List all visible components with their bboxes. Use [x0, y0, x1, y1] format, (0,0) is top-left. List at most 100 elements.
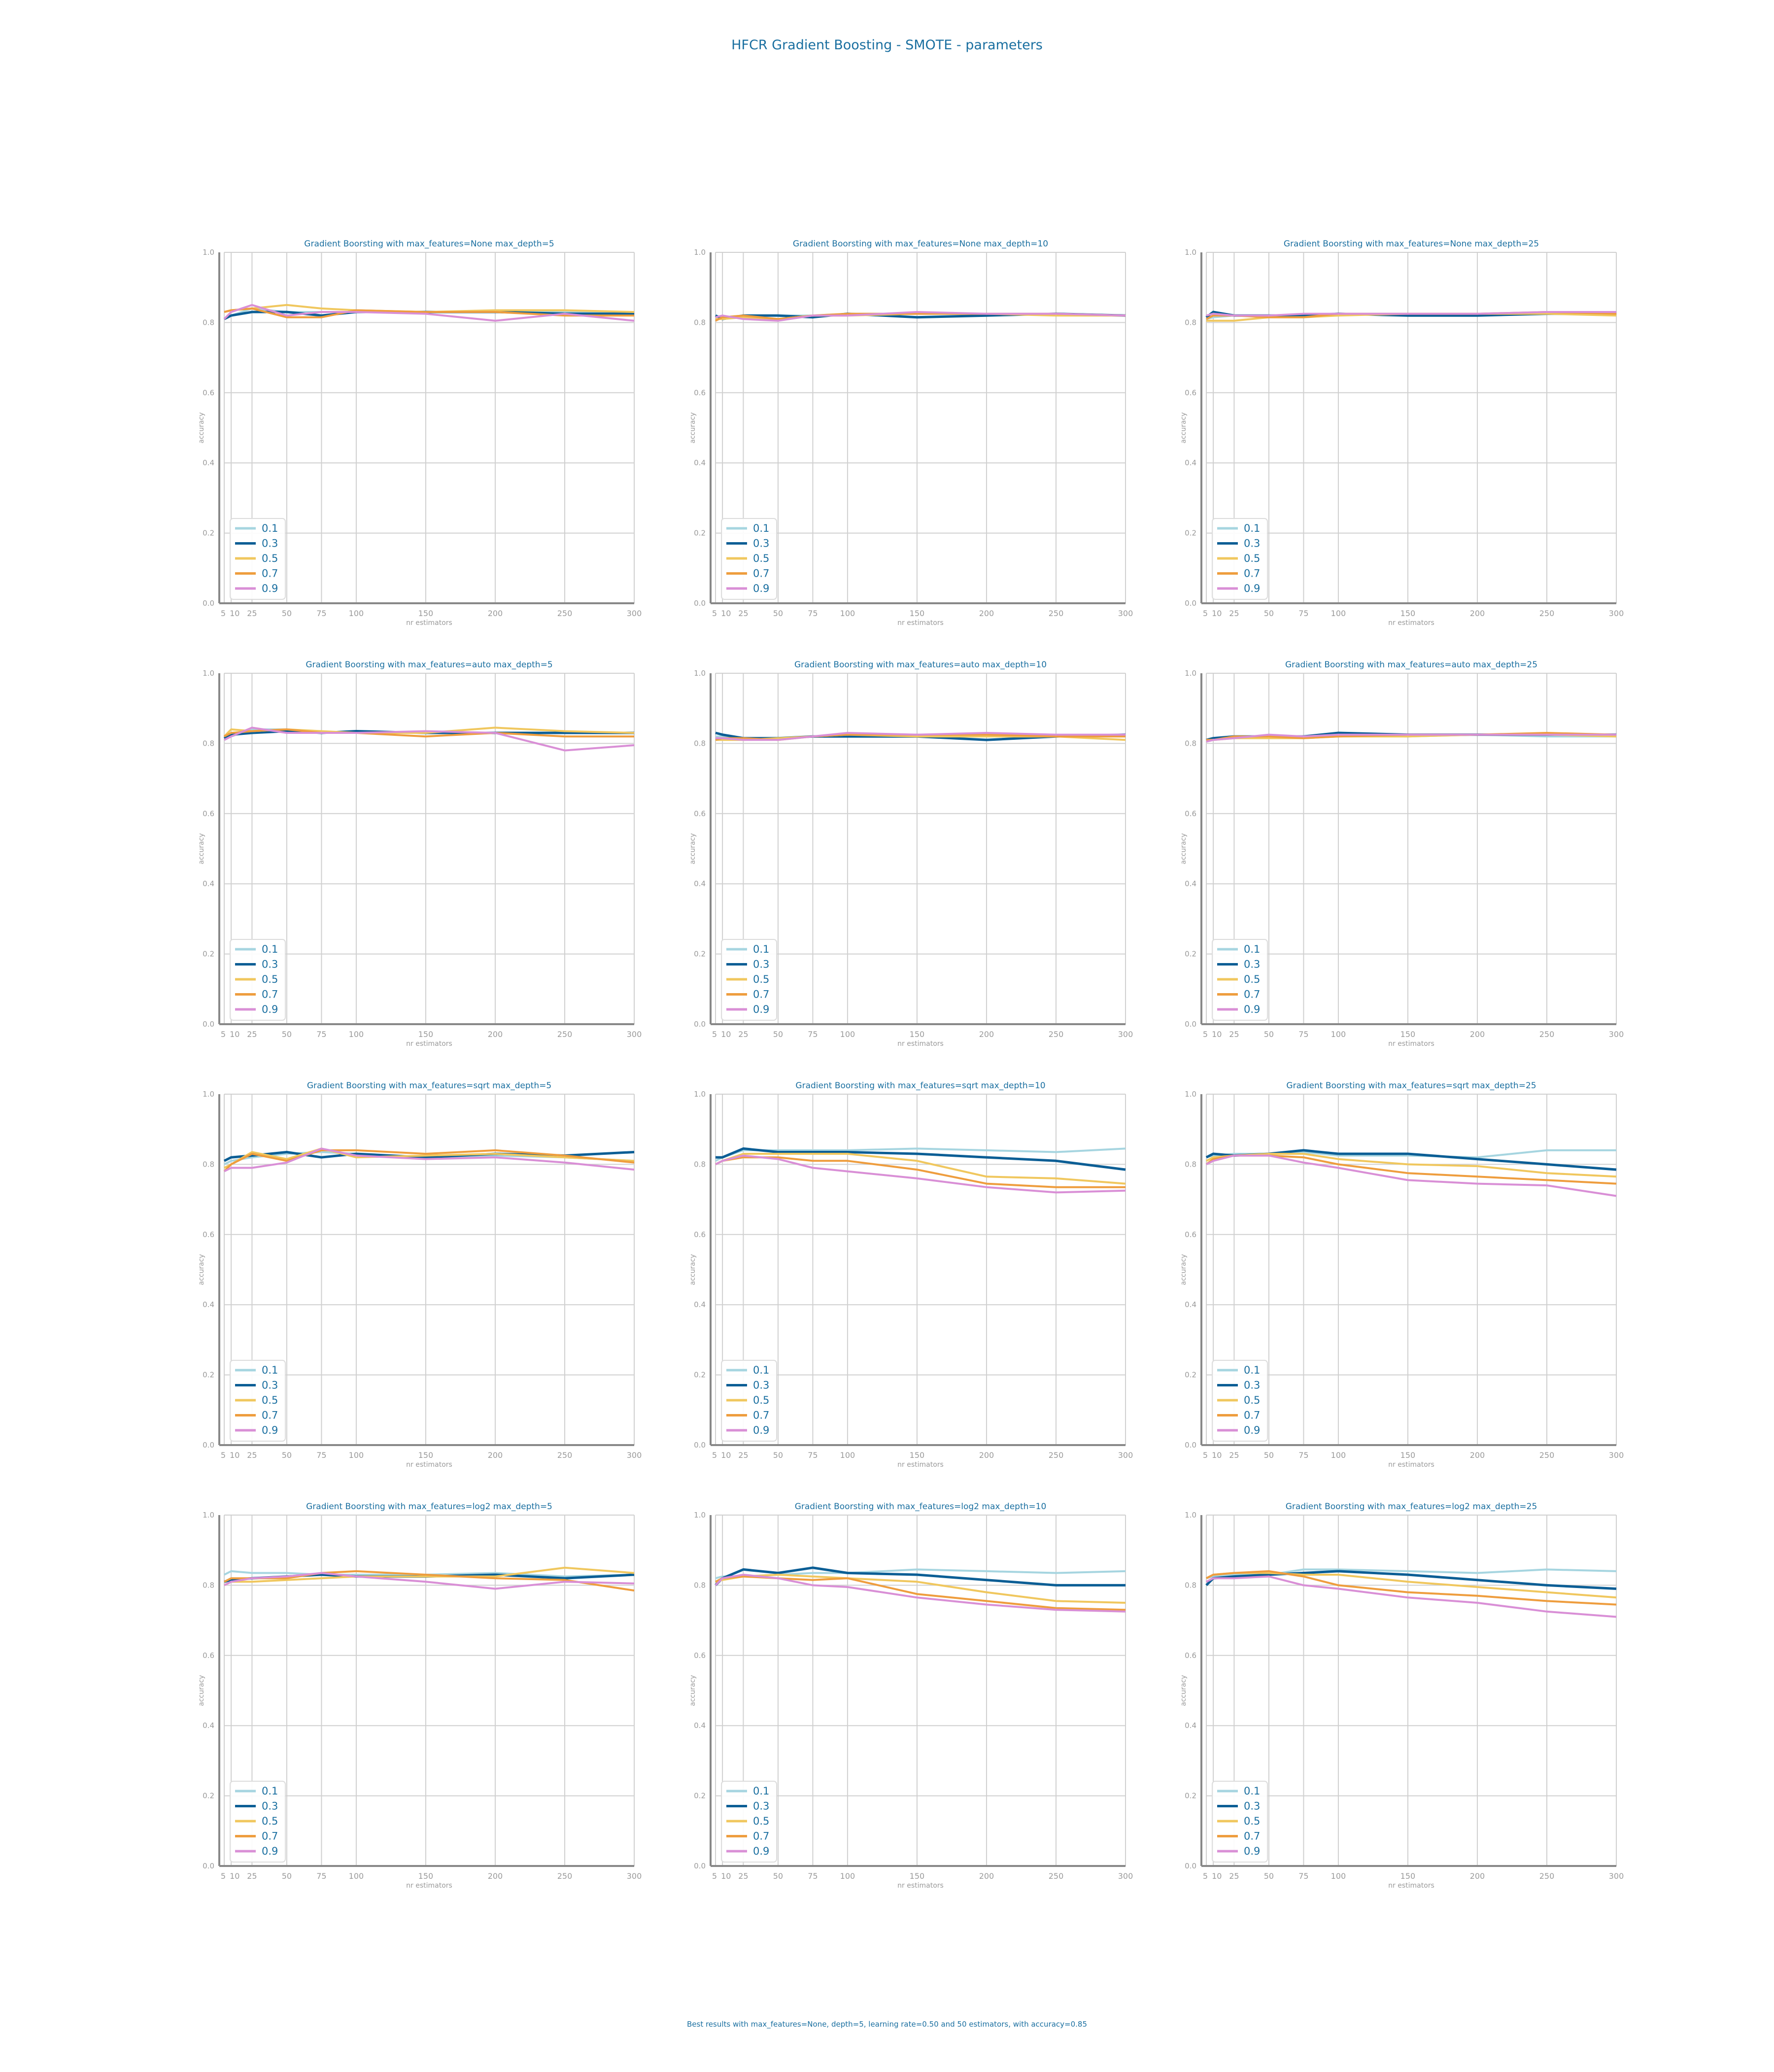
legend-entry: 0.1 — [753, 1364, 769, 1376]
y-tick-label: 0.4 — [203, 1300, 214, 1309]
legend-entry: 0.5 — [753, 1394, 769, 1406]
x-tick-label: 200 — [1470, 609, 1485, 618]
chart-title: Gradient Boorsting with max_features=Non… — [1284, 239, 1539, 249]
y-tick-label: 0.8 — [203, 739, 214, 748]
y-axis-label: accuracy — [1180, 412, 1188, 443]
y-tick-label: 0.0 — [203, 1862, 214, 1870]
x-tick-label: 5 — [1203, 609, 1208, 618]
y-tick-label: 0.0 — [1185, 1020, 1196, 1029]
y-tick-label: 0.6 — [203, 388, 214, 397]
x-tick-label: 50 — [1264, 1450, 1274, 1460]
y-tick-label: 0.6 — [1185, 809, 1196, 818]
legend-entry: 0.5 — [1244, 553, 1260, 564]
y-tick-label: 0.8 — [203, 1160, 214, 1169]
chart-title: Gradient Boorsting with max_features=aut… — [1285, 660, 1537, 670]
x-tick-label: 250 — [557, 1871, 573, 1881]
y-tick-label: 0.6 — [694, 388, 706, 397]
legend-entry: 0.3 — [262, 1380, 278, 1391]
legend: 0.1 0.3 0.5 0.7 0.9 — [230, 518, 286, 600]
y-tick-label: 0.2 — [203, 1371, 214, 1380]
x-tick-label: 25 — [1229, 1030, 1239, 1039]
y-axis-label: accuracy — [689, 1675, 697, 1706]
chart-title: Gradient Boorsting with max_features=Non… — [304, 239, 554, 249]
x-tick-label: 300 — [1609, 609, 1624, 618]
x-tick-label: 5 — [1203, 1450, 1208, 1460]
legend-entry: 0.1 — [1244, 943, 1260, 955]
y-tick-label: 0.0 — [203, 599, 214, 608]
x-tick-label: 250 — [1539, 1871, 1555, 1881]
series-line-0.9 — [224, 1147, 635, 1173]
x-tick-label: 150 — [1400, 609, 1416, 618]
legend-entry: 0.5 — [1244, 1394, 1260, 1406]
x-tick-label: 25 — [738, 1030, 748, 1039]
chart-title: Gradient Boorsting with max_features=sqr… — [307, 1081, 551, 1091]
y-tick-label: 0.8 — [1185, 739, 1196, 748]
chart-panel-8: 0.0 0.2 0.4 0.6 0.8 1.0 5 10 25 50 75 100 150 200 250 3… — [689, 1081, 1133, 1469]
legend-entry: 0.7 — [1244, 568, 1260, 580]
x-tick-label: 300 — [1118, 1871, 1133, 1881]
legend-entry: 0.9 — [753, 1845, 769, 1857]
y-tick-label: 0.2 — [694, 529, 706, 538]
y-tick-label: 0.4 — [1185, 1300, 1196, 1309]
x-tick-label: 25 — [1229, 1450, 1239, 1460]
series-line-0.9 — [1206, 1154, 1617, 1197]
y-tick-label: 1.0 — [1185, 669, 1196, 678]
x-tick-label: 25 — [247, 1450, 257, 1460]
x-tick-label: 300 — [1609, 1030, 1624, 1039]
legend-entry: 0.9 — [1244, 1003, 1260, 1015]
legend-entry: 0.1 — [753, 1785, 769, 1797]
x-tick-label: 150 — [910, 1030, 925, 1039]
x-tick-label: 10 — [721, 1450, 731, 1460]
legend-entry: 0.7 — [262, 1410, 278, 1421]
y-tick-label: 0.4 — [694, 458, 706, 467]
legend-entry: 0.3 — [1244, 538, 1260, 550]
legend-entry: 0.5 — [262, 553, 278, 564]
chart-title: Gradient Boorsting with max_features=log… — [306, 1502, 552, 1512]
y-tick-label: 0.4 — [203, 1721, 214, 1730]
legend-entry: 0.1 — [1244, 522, 1260, 534]
series-line-0.9 — [715, 1574, 1126, 1613]
x-tick-label: 100 — [1331, 1871, 1346, 1881]
y-axis-label: accuracy — [198, 412, 205, 443]
x-tick-label: 250 — [557, 1030, 573, 1039]
x-tick-label: 150 — [418, 1450, 434, 1460]
legend-entry: 0.3 — [262, 959, 278, 970]
x-tick-label: 200 — [979, 1871, 994, 1881]
y-axis-label: accuracy — [198, 833, 205, 864]
chart-panel-4: 0.0 0.2 0.4 0.6 0.8 1.0 5 10 25 50 75 100 150 200 250 3… — [198, 660, 642, 1048]
x-tick-label: 25 — [1229, 609, 1239, 618]
y-tick-label: 0.2 — [1185, 1792, 1196, 1800]
x-tick-label: 75 — [316, 1871, 326, 1881]
y-tick-label: 0.8 — [694, 1581, 706, 1589]
legend-entry: 0.7 — [753, 568, 769, 580]
x-tick-label: 150 — [418, 609, 434, 618]
x-tick-label: 75 — [808, 1450, 818, 1460]
y-tick-label: 0.2 — [1185, 950, 1196, 959]
x-tick-label: 50 — [282, 1030, 292, 1039]
x-tick-label: 250 — [1049, 609, 1064, 618]
legend-box — [1212, 518, 1268, 600]
chart-title: Gradient Boorsting with max_features=log… — [1286, 1502, 1537, 1512]
y-tick-label: 0.6 — [203, 809, 214, 818]
y-tick-label: 0.6 — [203, 1230, 214, 1239]
x-axis-label: nr estimators — [1388, 1461, 1434, 1469]
chart-panel-5: 0.0 0.2 0.4 0.6 0.8 1.0 5 10 25 50 75 100 150 200 250 3… — [689, 660, 1133, 1048]
legend: 0.1 0.3 0.5 0.7 0.9 — [721, 1360, 777, 1442]
y-tick-label: 0.8 — [1185, 318, 1196, 327]
legend: 0.1 0.3 0.5 0.7 0.9 — [721, 939, 777, 1021]
series-line-0.7 — [223, 1149, 635, 1173]
x-tick-label: 300 — [1118, 1030, 1133, 1039]
x-axis-label: nr estimators — [406, 619, 452, 627]
y-tick-label: 1.0 — [203, 1090, 214, 1099]
y-tick-label: 1.0 — [1185, 248, 1196, 257]
x-tick-label: 25 — [247, 609, 257, 618]
legend-box — [230, 939, 286, 1021]
series-line-0.3 — [1205, 1149, 1617, 1171]
x-tick-label: 75 — [808, 1030, 818, 1039]
x-tick-label: 150 — [910, 609, 925, 618]
x-tick-label: 200 — [979, 609, 994, 618]
y-tick-label: 0.4 — [1185, 458, 1196, 467]
y-tick-label: 0.0 — [1185, 1441, 1196, 1450]
legend-box — [230, 518, 286, 600]
